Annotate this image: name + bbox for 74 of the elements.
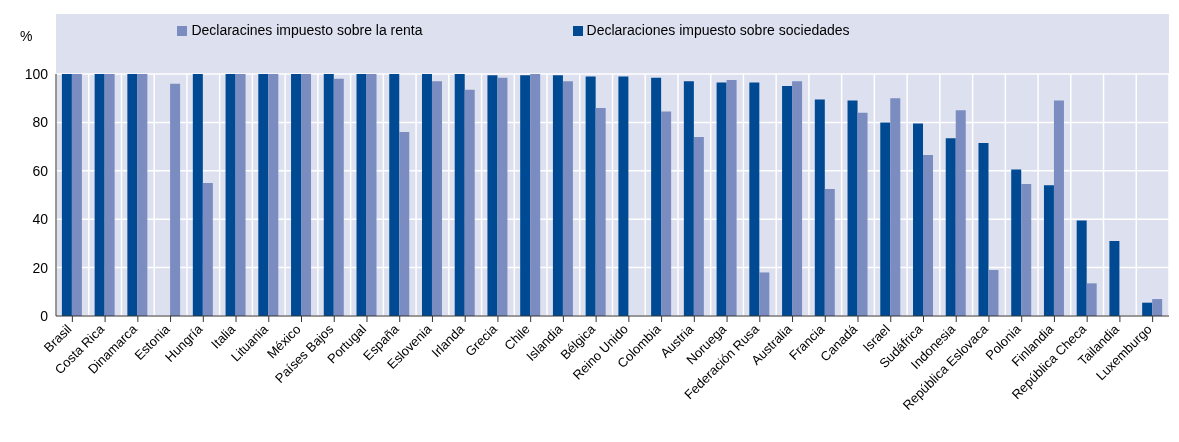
bar bbox=[235, 74, 246, 316]
bar bbox=[170, 83, 181, 316]
bar bbox=[268, 74, 279, 316]
bar bbox=[454, 74, 465, 316]
bar bbox=[1086, 283, 1097, 316]
bar bbox=[1011, 169, 1022, 316]
bar bbox=[399, 132, 410, 316]
bar bbox=[618, 76, 629, 316]
bar bbox=[759, 272, 770, 316]
bar bbox=[814, 99, 825, 316]
y-tick-label: 40 bbox=[32, 211, 49, 228]
bar bbox=[1109, 240, 1120, 316]
bar bbox=[464, 89, 475, 316]
bar bbox=[421, 74, 432, 316]
bar bbox=[1152, 299, 1163, 316]
bar bbox=[431, 81, 442, 316]
bar bbox=[94, 74, 105, 316]
bar bbox=[487, 75, 498, 316]
bar bbox=[323, 74, 334, 316]
bar bbox=[890, 98, 901, 316]
bar bbox=[520, 75, 531, 316]
bar bbox=[301, 74, 312, 316]
bar bbox=[913, 123, 924, 316]
bar bbox=[1076, 220, 1087, 316]
legend-label: Declaracines impuesto sobre la renta bbox=[191, 22, 423, 38]
bar bbox=[530, 74, 541, 316]
bar bbox=[945, 138, 956, 316]
bar bbox=[291, 74, 302, 316]
bar bbox=[693, 136, 704, 316]
bar bbox=[258, 74, 269, 316]
bar bbox=[585, 76, 596, 316]
legend-label: Declaraciones impuesto sobre sociedades bbox=[586, 22, 850, 38]
bar bbox=[225, 74, 236, 316]
bar bbox=[716, 82, 727, 316]
bar bbox=[562, 81, 573, 316]
bar bbox=[192, 74, 203, 316]
bar bbox=[1043, 185, 1054, 316]
bar bbox=[552, 75, 563, 316]
bar bbox=[880, 122, 891, 316]
bar bbox=[333, 78, 344, 316]
y-tick-label: 80 bbox=[32, 114, 49, 131]
y-tick-label: 20 bbox=[32, 259, 49, 276]
bar bbox=[1021, 184, 1032, 316]
bar bbox=[824, 188, 835, 316]
bar bbox=[137, 74, 148, 316]
bar bbox=[1053, 100, 1064, 316]
bar bbox=[1142, 302, 1153, 316]
bar bbox=[749, 82, 760, 316]
bar bbox=[857, 112, 868, 316]
bar bbox=[202, 182, 213, 316]
bar bbox=[595, 107, 606, 316]
bar bbox=[71, 74, 82, 316]
y-axis-title: % bbox=[20, 28, 33, 44]
bar bbox=[389, 74, 400, 316]
bar bbox=[497, 77, 508, 316]
bar bbox=[127, 74, 138, 316]
bar bbox=[366, 74, 377, 316]
bar bbox=[683, 81, 694, 316]
bar bbox=[104, 74, 115, 316]
bar bbox=[661, 111, 672, 316]
bar bbox=[726, 80, 737, 316]
y-tick-label: 60 bbox=[32, 162, 49, 179]
bar bbox=[923, 155, 934, 316]
bar bbox=[356, 74, 367, 316]
y-tick-label: 0 bbox=[40, 307, 49, 324]
bar bbox=[847, 100, 858, 316]
bar bbox=[988, 270, 999, 316]
bar bbox=[782, 86, 793, 316]
bar bbox=[792, 81, 803, 316]
y-tick-label: 100 bbox=[24, 65, 49, 82]
bar bbox=[978, 142, 989, 316]
bar bbox=[61, 74, 72, 316]
bar bbox=[955, 110, 966, 316]
bar bbox=[651, 77, 662, 316]
